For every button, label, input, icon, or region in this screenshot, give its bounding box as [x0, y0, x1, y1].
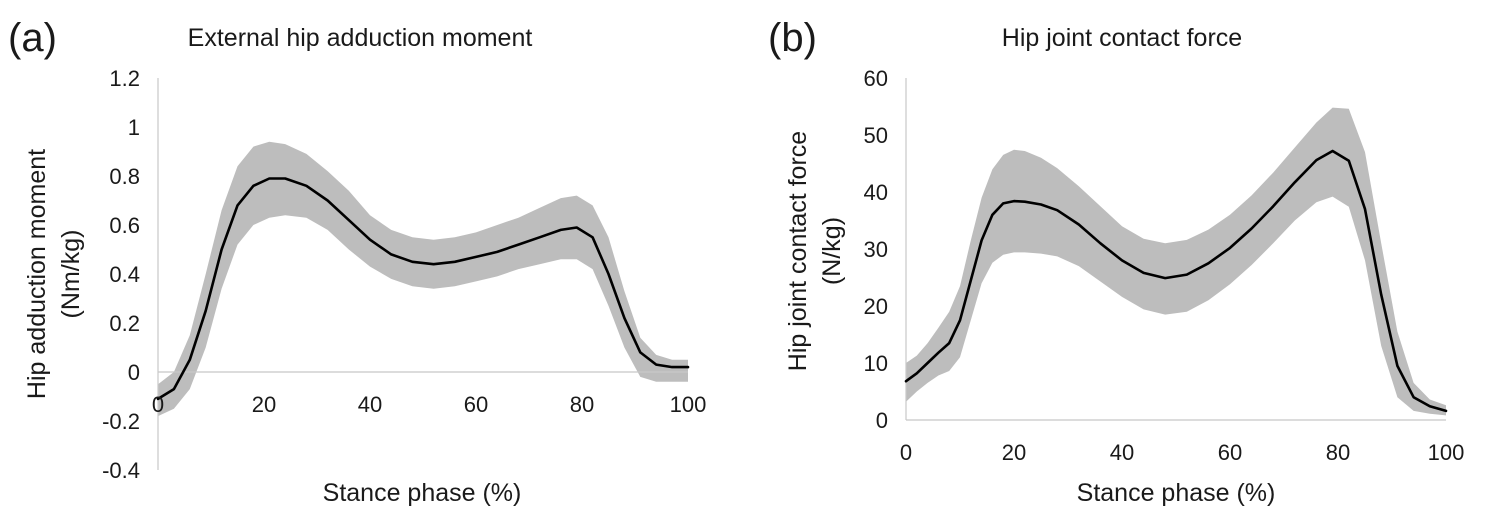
panel-a-mean-line [156, 177, 690, 401]
panel-b-plot-area: 0 10 20 30 40 50 60 0 20 40 60 80 100 [864, 66, 1465, 465]
panel-a-ylabel-line2: (Nm/kg) [57, 230, 85, 319]
panel-b-y-tick-label: 30 [864, 237, 888, 262]
panel-a-y-tick-label: 0 [128, 360, 140, 385]
panel-a-x-tick-label: 80 [570, 392, 594, 417]
panel-a-x-tick-label: 100 [670, 392, 707, 417]
panel-b-x-tick-label: 60 [1218, 440, 1242, 465]
panel-b-ylabel-line1: Hip joint contact force [784, 131, 812, 371]
panel-a-y-tick-label: 1.2 [109, 66, 140, 91]
panel-a-x-tick-label: 60 [464, 392, 488, 417]
panel-b-y-tick-label: 50 [864, 123, 888, 148]
panel-a-plot-area: -0.4 -0.2 0 0.2 0.4 0.6 0.8 1 1.2 0 20 40 60 80 100 [102, 66, 706, 483]
panel-a-y-tick-label: 0.2 [109, 311, 140, 336]
panel-b-xlabel: Stance phase (%) [1077, 479, 1276, 506]
panel-a-y-tick-label: 0.6 [109, 213, 140, 238]
panel-b-y-tick-label: 40 [864, 180, 888, 205]
panel-a-title: External hip adduction moment [188, 24, 533, 52]
panel-b-y-tick-label: 60 [864, 66, 888, 91]
panel-a-hip-adduction-moment-chart: (a) External hip adduction moment Hip ad… [8, 16, 706, 506]
panel-b-y-tick-label: 10 [864, 351, 888, 376]
panel-b-x-tick-label: 80 [1326, 440, 1350, 465]
panel-b-mean-line [904, 149, 1448, 413]
panel-b-x-tick-label: 20 [1002, 440, 1026, 465]
panel-a-y-tick-label: 1 [128, 115, 140, 140]
panel-b-hip-contact-force-chart: (b) Hip joint contact force Hip joint co… [768, 16, 1464, 506]
panel-b-x-tick-label: 40 [1110, 440, 1134, 465]
panel-a-label: (a) [8, 16, 57, 60]
panel-b-y-tick-label: 0 [876, 408, 888, 433]
panel-b-label: (b) [768, 16, 817, 60]
panel-a-x-tick-label: 0 [152, 392, 164, 417]
panel-b-x-tick-label: 0 [900, 440, 912, 465]
panel-b-ylabel-line2: (N/kg) [818, 217, 846, 285]
panel-a-x-tick-label: 40 [358, 392, 382, 417]
panel-a-y-tick-label: 0.8 [109, 164, 140, 189]
panel-b-title: Hip joint contact force [1002, 24, 1242, 52]
panel-b-sd-band [906, 107, 1446, 416]
panel-b-x-tick-label: 100 [1428, 440, 1465, 465]
panel-a-y-tick-label: 0.4 [109, 262, 140, 287]
panel-a-sd-band [158, 141, 688, 417]
panel-a-y-tick-label: -0.2 [102, 409, 140, 434]
panel-a-x-tick-label: 20 [252, 392, 276, 417]
panel-a-xlabel: Stance phase (%) [323, 479, 522, 506]
panel-a-ylabel-line1: Hip adduction moment [23, 149, 51, 399]
panel-b-y-tick-label: 20 [864, 294, 888, 319]
panel-a-y-tick-label: -0.4 [102, 458, 140, 483]
